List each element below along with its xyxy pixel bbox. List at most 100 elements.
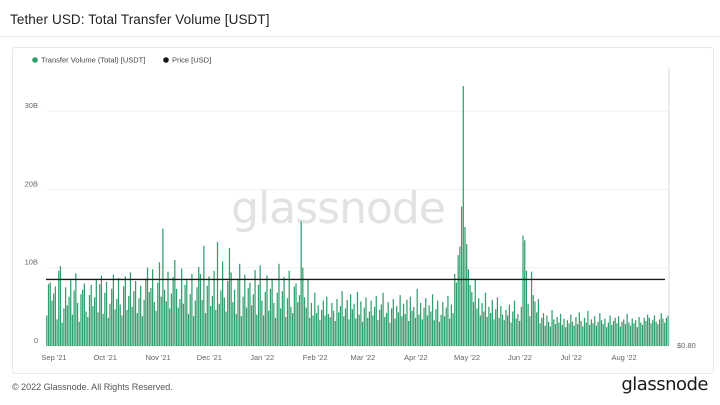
volume-bar xyxy=(496,297,499,346)
volume-bar xyxy=(249,282,251,346)
volume-bar xyxy=(237,278,239,346)
volume-bar xyxy=(228,248,231,346)
volume-bar xyxy=(162,228,164,346)
volume-bar xyxy=(373,306,376,346)
volume-bar xyxy=(390,308,393,346)
volume-bar xyxy=(428,305,430,346)
volume-bar xyxy=(158,262,161,346)
volume-bar xyxy=(474,279,476,346)
volume-bar xyxy=(606,327,608,346)
volume-bar xyxy=(430,311,432,346)
volume-bar xyxy=(445,307,447,346)
volume-bar xyxy=(513,300,516,346)
volume-bar xyxy=(351,309,353,346)
volume-bar xyxy=(616,323,618,346)
volume-bar xyxy=(186,280,188,346)
x-tick-label: Feb '22 xyxy=(303,353,328,362)
volume-bar xyxy=(592,323,594,346)
volume-bar xyxy=(539,323,541,346)
volume-bar xyxy=(119,304,121,346)
volume-bar xyxy=(245,307,248,346)
volume-bar xyxy=(645,320,647,346)
brand-logo[interactable]: glassnode xyxy=(621,374,708,395)
volume-bar xyxy=(375,295,377,346)
volume-bar xyxy=(152,269,154,346)
volume-bar xyxy=(315,313,318,346)
volume-bar xyxy=(665,317,668,346)
volume-bar xyxy=(575,317,577,346)
volume-bar xyxy=(457,255,459,346)
volume-bar xyxy=(462,86,464,346)
volume-bar xyxy=(133,291,135,346)
volume-bar xyxy=(537,299,540,346)
volume-bar xyxy=(377,320,379,346)
volume-bar xyxy=(78,321,80,346)
volume-bar xyxy=(512,311,514,346)
volume-bar xyxy=(295,283,297,346)
y-tick-label: 10B xyxy=(25,258,38,267)
volume-bar xyxy=(588,324,591,346)
volume-bar xyxy=(85,311,87,346)
volume-bar xyxy=(618,316,620,346)
volume-bar xyxy=(554,324,557,346)
volume-bar xyxy=(612,320,615,346)
volume-bar xyxy=(300,221,302,346)
volume-bar xyxy=(353,303,355,346)
volume-bar xyxy=(194,300,196,346)
volume-bar xyxy=(312,315,314,346)
volume-bar xyxy=(582,326,584,346)
volume-bar xyxy=(657,324,659,346)
volume-bar xyxy=(426,315,429,346)
volume-bar xyxy=(95,279,97,346)
volume-bar xyxy=(107,317,109,346)
volume-bar xyxy=(58,270,60,346)
volume-bar xyxy=(549,326,551,346)
volume-bar xyxy=(218,303,220,346)
volume-bar xyxy=(409,296,411,346)
x-tick-label: Nov '21 xyxy=(146,353,171,362)
volume-bar xyxy=(384,317,386,346)
volume-bar xyxy=(165,301,167,346)
volume-bar xyxy=(232,302,234,346)
x-tick-label: Jan '22 xyxy=(250,353,274,362)
volume-bar xyxy=(534,301,536,346)
volume-bar xyxy=(172,277,174,346)
volume-bar xyxy=(483,311,485,346)
volume-bar xyxy=(61,322,63,346)
volume-bar xyxy=(510,322,512,346)
volume-bar xyxy=(344,308,347,346)
volume-bar xyxy=(266,275,268,346)
x-tick-label: Apr '22 xyxy=(404,353,428,362)
volume-bar xyxy=(423,307,425,346)
volume-bar xyxy=(83,283,85,346)
axis-layer: 0 10B 20B 30B $0.80 Sep '21 Oct '21 Nov '21 Dec … xyxy=(25,68,696,362)
transfer-volume-chart: glassnode 0 10B 20B 30B $0.80 Sep '21 Oct '21 N… xyxy=(25,56,696,363)
volume-bar xyxy=(297,302,299,346)
volume-bar xyxy=(546,315,548,346)
volume-bar xyxy=(71,314,74,346)
volume-bar xyxy=(293,286,295,346)
volume-bar xyxy=(319,320,321,346)
volume-bar xyxy=(204,313,207,346)
volume-bar xyxy=(331,302,333,346)
volume-bar xyxy=(425,298,427,346)
volume-bar xyxy=(66,305,68,346)
volume-bar xyxy=(273,302,275,346)
volume-bar xyxy=(443,316,446,346)
volume-bar xyxy=(544,325,546,346)
volume-bar xyxy=(368,311,371,346)
volume-bar xyxy=(530,271,533,346)
volume-bar xyxy=(464,226,466,346)
volume-bar xyxy=(636,327,638,346)
volume-bar xyxy=(189,294,191,346)
volume-bar xyxy=(571,321,574,346)
volume-bar xyxy=(635,320,637,346)
volume-bar xyxy=(187,313,190,346)
volume-bar xyxy=(70,280,72,346)
volume-bar xyxy=(274,317,277,346)
volume-bar xyxy=(56,319,58,346)
volume-bar xyxy=(440,314,442,346)
volume-bar xyxy=(648,317,650,346)
volume-bar xyxy=(660,313,662,346)
y-tick-label: 20B xyxy=(25,179,38,188)
